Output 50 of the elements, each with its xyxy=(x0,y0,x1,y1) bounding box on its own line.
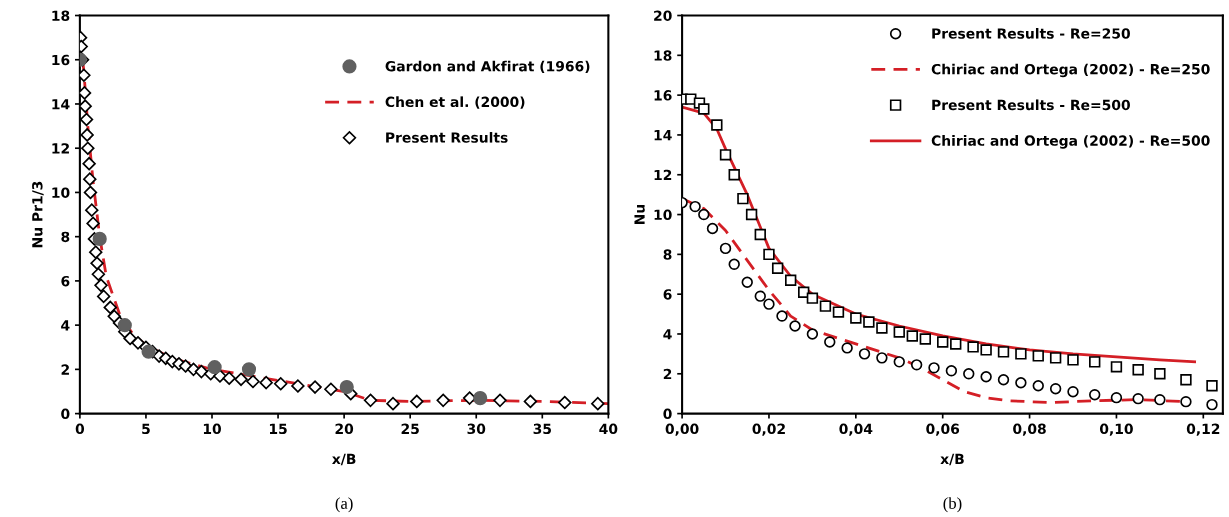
y-tick-label: 4 xyxy=(61,320,70,331)
x-tick-label: 0 xyxy=(75,423,85,435)
y-tick-label: 18 xyxy=(654,50,672,61)
legend-label: Chiriac and Ortega (2002) - Re=500 xyxy=(931,135,1210,149)
y-tick-label: 8 xyxy=(663,249,672,260)
legend-label: Chen et al. (2000) xyxy=(385,96,525,109)
x-axis-title: x/B xyxy=(332,453,356,466)
y-tick-label: 12 xyxy=(52,143,69,154)
y-tick-label: 0 xyxy=(61,408,70,420)
x-tick-label: 10 xyxy=(203,423,221,435)
y-tick-label: 14 xyxy=(654,130,672,141)
legend-label: Present Results xyxy=(386,132,508,143)
y-tick-label: 6 xyxy=(663,289,672,300)
legend-label: Present Results - Re=500 xyxy=(932,99,1130,111)
y-tick-label: 2 xyxy=(61,364,69,375)
text: (b) xyxy=(943,497,962,513)
y-tick-label: 14 xyxy=(52,99,70,110)
y-tick-label: 0 xyxy=(663,408,672,420)
y-tick-label: 2 xyxy=(663,368,672,380)
y-tick-label: 8 xyxy=(61,231,70,243)
y-tick-label: 10 xyxy=(654,209,672,221)
y-axis-title: Nu xyxy=(634,204,645,225)
legend-label: Gardon and Akfirat (1966) xyxy=(385,60,590,74)
x-axis-title: x/B xyxy=(940,453,964,466)
legend-label: Chiriac and Ortega (2002) - Re=250 xyxy=(931,63,1210,78)
x-tick-label: 40 xyxy=(599,423,618,435)
x-tick-label: 25 xyxy=(401,423,419,435)
y-tick-label: 6 xyxy=(61,275,70,287)
x-tick-label: 0,02 xyxy=(752,423,785,436)
x-tick-label: 0,04 xyxy=(839,423,873,436)
y-tick-label: 4 xyxy=(663,329,672,340)
y-tick-label: 18 xyxy=(52,10,70,21)
x-tick-label: 0,12 xyxy=(1186,423,1220,436)
x-tick-label: 0,10 xyxy=(1099,423,1133,436)
y-tick-label: 16 xyxy=(52,54,70,66)
legend-label: Present Results - Re=250 xyxy=(932,28,1130,39)
y-tick-label: 20 xyxy=(654,10,672,21)
x-tick-label: 20 xyxy=(335,423,354,435)
y-tick-label: 12 xyxy=(654,169,672,181)
text: (a) xyxy=(335,497,353,513)
x-tick-label: 0,08 xyxy=(1013,423,1046,436)
x-tick-label: 30 xyxy=(467,423,486,435)
y-axis-title: Nu Pr1/3 xyxy=(32,181,44,248)
x-tick-label: 15 xyxy=(269,423,287,435)
y-tick-label: 16 xyxy=(654,90,672,101)
x-tick-label: 0,06 xyxy=(926,423,960,436)
x-tick-label: 0,00 xyxy=(665,423,699,436)
x-tick-label: 35 xyxy=(533,423,551,435)
y-tick-label: 10 xyxy=(52,187,70,198)
x-tick-label: 5 xyxy=(142,423,150,435)
